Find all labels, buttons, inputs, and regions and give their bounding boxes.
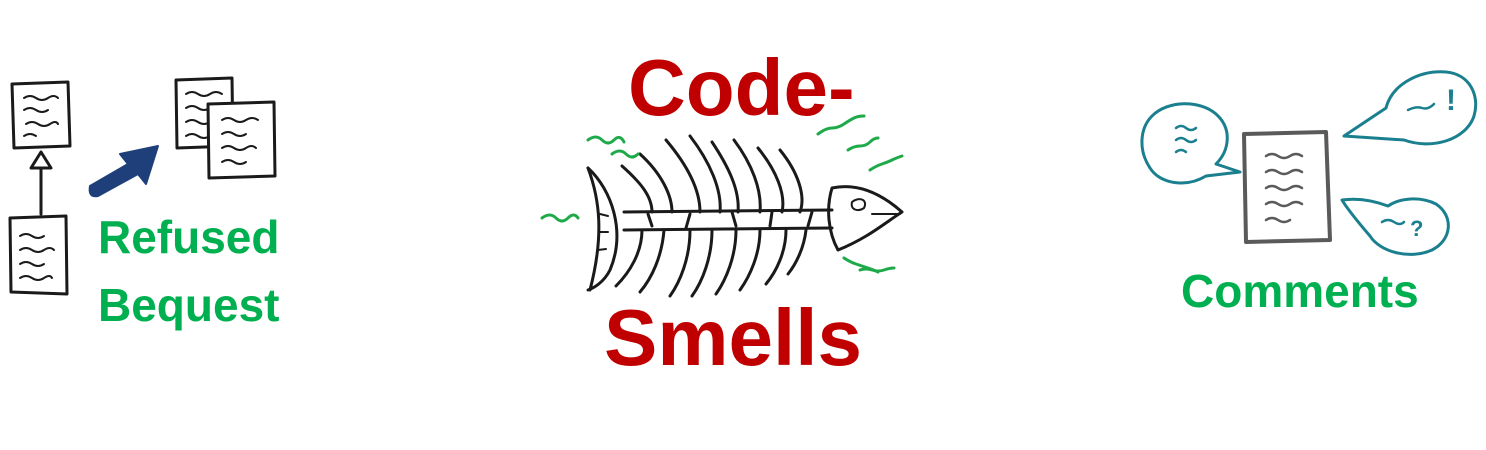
comments-label: Comments: [1181, 265, 1419, 317]
class-hierarchy-icon: [8, 80, 72, 296]
speech-bubble-icon: [1140, 102, 1242, 185]
inheritance-arrow-icon: [88, 145, 159, 198]
document-icon: [1242, 130, 1332, 244]
question-bubble-icon: ?: [1340, 197, 1450, 256]
svg-text:?: ?: [1410, 216, 1423, 241]
title-line-1: Code-: [628, 43, 855, 132]
stink-lines-icon: [540, 114, 904, 274]
refused-bequest-label-line-1: Refused: [98, 211, 280, 263]
fish-skeleton-icon: [586, 134, 904, 298]
refused-bequest-label-line-2: Bequest: [98, 279, 280, 331]
svg-text:!: !: [1446, 84, 1456, 117]
title-line-2: Smells: [604, 293, 862, 382]
exclamation-bubble-icon: !: [1342, 70, 1478, 146]
duplicate-documents-icon: [174, 76, 277, 180]
